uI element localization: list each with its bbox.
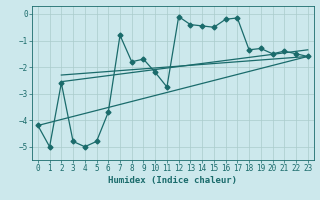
X-axis label: Humidex (Indice chaleur): Humidex (Indice chaleur) <box>108 176 237 185</box>
